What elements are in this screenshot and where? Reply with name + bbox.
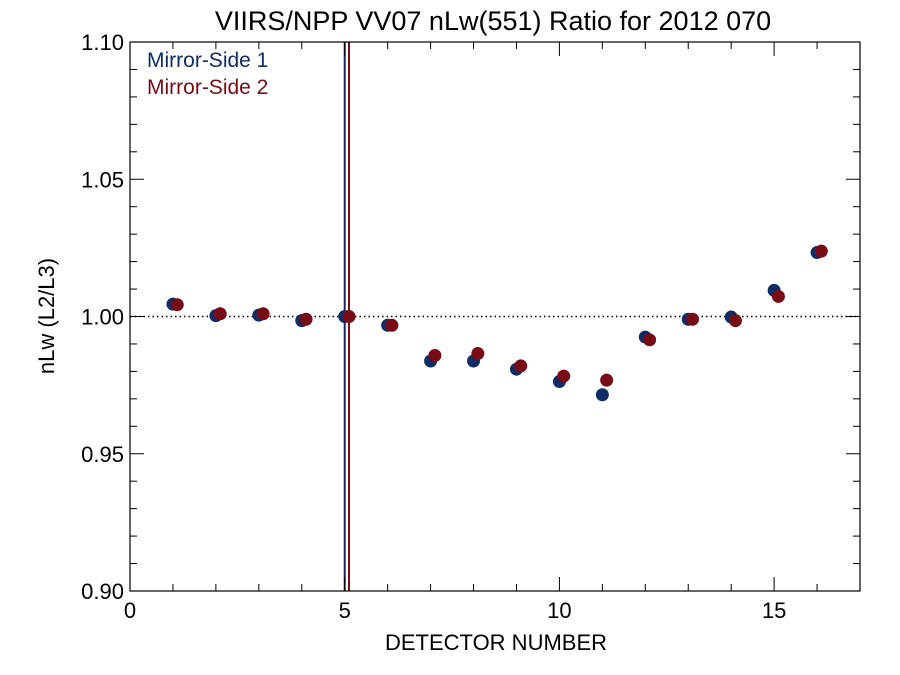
- y-tick-label: 0.95: [81, 442, 124, 467]
- data-point-s2-15: [771, 289, 785, 303]
- data-point-s2-7: [428, 348, 442, 362]
- data-point-s2-11: [600, 373, 614, 387]
- data-point-s2-8: [471, 347, 485, 361]
- data-point-s1-11: [595, 388, 609, 402]
- x-tick-label: 15: [762, 598, 786, 623]
- legend-entry-2: Mirror-Side 2: [147, 76, 268, 99]
- data-point-s2-2: [213, 307, 227, 321]
- y-tick-label: 1.05: [81, 167, 124, 192]
- data-point-s2-1: [170, 298, 184, 312]
- data-point-s2-5: [342, 310, 356, 323]
- data-points: [166, 244, 828, 402]
- legend: Mirror-Side 1 Mirror-Side 2: [147, 49, 268, 99]
- legend-entry-1: Mirror-Side 1: [147, 49, 268, 72]
- data-point-s2-9: [514, 359, 528, 373]
- x-tick-label: 10: [547, 598, 571, 623]
- data-point-s2-12: [643, 333, 657, 347]
- chart-title: VIIRS/NPP VV07 nLw(551) Ratio for 2012 0…: [215, 6, 771, 36]
- data-point-s2-10: [557, 369, 571, 383]
- x-axis-label: DETECTOR NUMBER: [385, 630, 607, 655]
- data-point-s2-13: [686, 312, 700, 326]
- x-tick-label: 0: [124, 598, 136, 623]
- y-axis-label: nLw (L2/L3): [34, 258, 59, 374]
- reference-lines: [130, 42, 860, 591]
- data-point-s2-14: [728, 314, 742, 328]
- x-tick-label: 5: [339, 598, 351, 623]
- data-point-s2-16: [814, 244, 828, 258]
- data-point-s2-3: [256, 307, 270, 321]
- data-point-s2-4: [299, 312, 313, 326]
- y-tick-label: 0.90: [81, 579, 124, 604]
- y-tick-label: 1.10: [81, 30, 124, 55]
- y-tick-label: 1.00: [81, 305, 124, 330]
- axes: 0 5 10 15 0.90 0.95 1.00 1.05 1.10: [81, 30, 861, 623]
- data-point-s2-6: [385, 318, 399, 332]
